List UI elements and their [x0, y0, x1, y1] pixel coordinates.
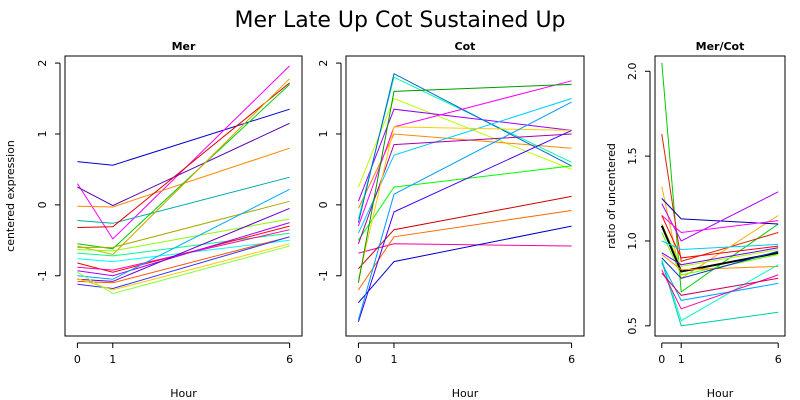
x-tick-label: 1: [390, 353, 397, 366]
chart-panel-3: Mer/Cot 0 1 6 Hour 0.5 1.0 1.5 2.0 ratio of uncen…: [605, 40, 786, 400]
series-line-8: [661, 223, 779, 267]
series-line-1: [661, 62, 779, 293]
series-line-11: [661, 240, 779, 251]
y-tick-label: -1: [317, 270, 330, 281]
y-tick-label: 1.5: [626, 147, 639, 165]
y-tick-label: 0: [36, 201, 49, 208]
series-line-13: [77, 225, 290, 273]
x-axis-label: Hour: [707, 387, 734, 400]
y-tick-label: 2.0: [626, 63, 639, 81]
series-line-16: [77, 188, 290, 280]
y-tick-label: 0: [317, 201, 330, 208]
series-line-2: [661, 134, 779, 262]
plot-frame: [654, 55, 786, 337]
x-axis-label: Hour: [170, 387, 197, 400]
plot-frame: [64, 55, 303, 337]
x-tick-label: 0: [355, 353, 362, 366]
y-tick-label: 1: [36, 130, 49, 137]
y-tick-label: 1: [317, 130, 330, 137]
chart-panel-2: Cot 0 1 6 Hour -1 0 1 2: [317, 40, 585, 400]
series-line-1: [77, 108, 290, 166]
series-line-9: [357, 133, 572, 244]
series-line-17: [77, 207, 290, 282]
series-line-4: [357, 76, 572, 220]
panel-title: Mer/Cot: [696, 40, 745, 53]
series-line-16: [357, 129, 572, 322]
series-line-20: [77, 243, 290, 291]
series-line-15: [77, 222, 290, 277]
series-line-2: [76, 65, 290, 240]
series-group: [357, 72, 572, 322]
series-line-12: [661, 247, 779, 266]
series-line-19: [77, 236, 290, 290]
x-tick-label: 0: [74, 353, 81, 366]
y-axis-label: centered expression: [4, 140, 17, 252]
series-line-12: [357, 126, 572, 280]
panel-title: Cot: [455, 40, 476, 53]
series-line-3: [357, 133, 572, 209]
x-tick-label: 1: [109, 353, 116, 366]
y-axis-label: ratio of uncentered: [605, 143, 618, 249]
series-line-10: [358, 243, 572, 254]
panel-title: Mer: [172, 40, 196, 53]
series-line-14: [77, 229, 290, 271]
series-line-5: [357, 72, 572, 223]
series-line-14: [661, 250, 779, 279]
y-tick-label: 0.5: [626, 317, 639, 335]
series-line-13: [661, 254, 779, 271]
y-tick-label: 2: [317, 60, 330, 67]
series-line-12: [77, 239, 290, 263]
series-line-15: [358, 225, 572, 304]
y-tick-label: 2: [36, 60, 49, 67]
series-line-4: [661, 198, 779, 225]
series-line-7: [357, 98, 572, 234]
series-line-8: [77, 78, 290, 256]
series-line-14: [357, 210, 572, 291]
series-line-7: [661, 215, 779, 259]
series-line-13: [357, 83, 572, 283]
chart-panel-1: Mer 0 1 6 Hour -1 0 1 2 centered expression: [4, 40, 303, 400]
series-line-6: [661, 215, 779, 234]
series-line-6: [77, 82, 290, 228]
series-line-19: [661, 272, 779, 296]
series-line-11: [358, 195, 572, 270]
series-line-5: [661, 191, 779, 242]
series-line-5: [77, 176, 290, 224]
y-tick-label: -1: [36, 270, 49, 281]
x-tick-label: 6: [775, 353, 782, 366]
series-line-1: [357, 97, 572, 188]
series-line-3: [77, 122, 290, 207]
x-tick-label: 1: [678, 353, 685, 366]
figure-title: Mer Late Up Cot Sustained Up: [234, 8, 565, 33]
x-axis-label: Hour: [452, 387, 479, 400]
x-tick-label: 0: [658, 353, 665, 366]
series-line-10: [77, 218, 290, 252]
series-line-4: [77, 147, 290, 208]
series-group: [76, 65, 290, 295]
x-tick-label: 6: [286, 353, 293, 366]
plot-frame: [345, 55, 585, 337]
series-line-17: [661, 262, 779, 301]
series-line-7: [77, 84, 290, 250]
series-line-10: [661, 232, 779, 276]
series-line-17: [357, 101, 572, 320]
series-line-8: [357, 165, 572, 241]
series-line-9: [660, 225, 779, 273]
series-group: [660, 62, 779, 327]
y-tick-label: 1.0: [626, 232, 639, 250]
series-line-21: [77, 245, 290, 295]
series-line-18: [661, 269, 779, 310]
series-line-9: [77, 200, 290, 248]
x-tick-label: 6: [568, 353, 575, 366]
